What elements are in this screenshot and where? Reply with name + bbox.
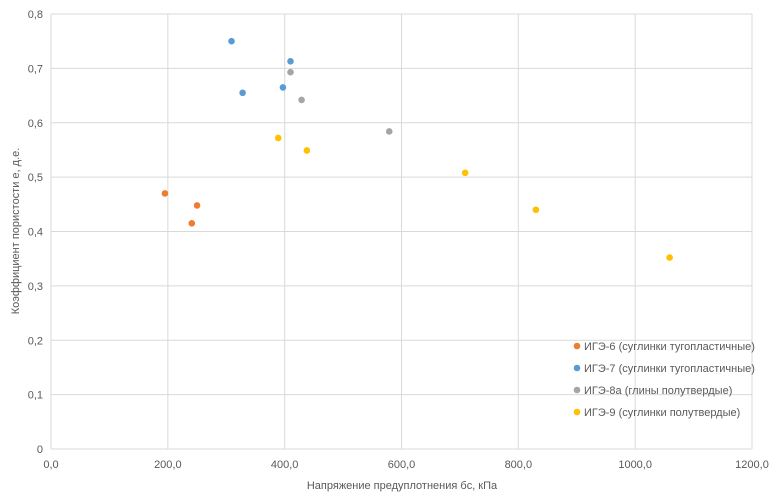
y-tick-label: 0,8 <box>28 9 43 21</box>
data-point <box>287 58 294 65</box>
y-tick-label: 0,4 <box>28 227 43 239</box>
data-point <box>188 220 196 227</box>
x-tick-label: 600,0 <box>388 459 416 471</box>
y-tick-label: 0,5 <box>28 172 43 184</box>
y-tick-label: 0 <box>37 444 43 456</box>
data-point <box>532 206 540 214</box>
y-tick-label: 0,6 <box>28 118 43 130</box>
data-point <box>161 190 169 197</box>
tick-labels: 0 0,1 0,2 0,3 0,4 0,5 0,6 0,7 0,8 0,0 200,0 400,0 60… <box>28 9 769 471</box>
legend-label: ИГЭ-7 (суглинки тугопластичные) <box>584 363 755 375</box>
legend-marker <box>573 364 581 372</box>
data-point <box>461 169 469 177</box>
legend-marker <box>573 386 581 394</box>
data-points <box>161 37 673 261</box>
data-point <box>239 89 246 97</box>
y-tick-label: 0,2 <box>28 335 43 347</box>
data-point <box>303 147 311 154</box>
data-point <box>279 84 287 91</box>
x-tick-label: 1000,0 <box>618 459 652 471</box>
x-tick-label: 1200,0 <box>735 459 769 471</box>
y-tick-label: 0,7 <box>28 63 43 75</box>
y-tick-label: 0,3 <box>28 281 43 293</box>
data-point <box>193 202 201 209</box>
x-tick-label: 800,0 <box>505 459 533 471</box>
data-point <box>298 96 305 104</box>
y-axis-label: Коэффициент пористости e, д.е. <box>10 148 22 315</box>
y-tick-label: 0,1 <box>28 390 43 402</box>
data-point <box>287 68 294 76</box>
x-tick-label: 400,0 <box>271 459 299 471</box>
data-point <box>228 37 235 45</box>
grid-lines <box>50 13 753 450</box>
data-point <box>385 128 393 135</box>
legend-label: ИГЭ-9 (суглинки полутвердые) <box>584 407 740 419</box>
x-axis-label: Напряжение предуплотнения бc, кПа <box>307 480 498 492</box>
legend-label: ИГЭ-8а (глины полутвердые) <box>584 385 732 397</box>
x-tick-label: 0,0 <box>43 459 58 471</box>
legend-marker <box>573 342 581 350</box>
data-point <box>274 134 282 142</box>
legend: ИГЭ-6 (суглинки тугопластичные) ИГЭ-7 (су… <box>573 341 755 419</box>
x-tick-label: 200,0 <box>154 459 182 471</box>
legend-label: ИГЭ-6 (суглинки тугопластичные) <box>584 341 755 353</box>
data-point <box>666 254 673 261</box>
legend-marker <box>573 408 581 416</box>
